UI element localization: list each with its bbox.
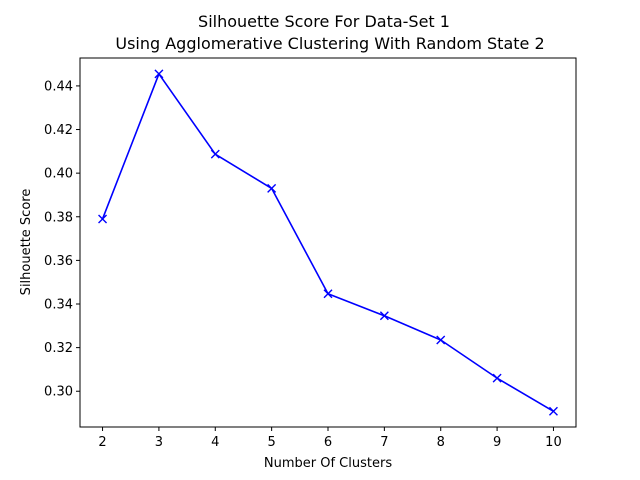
series-line	[101, 73, 554, 412]
x-axis-label: Number Of Clusters	[264, 456, 392, 471]
x-tick-label: 7	[380, 435, 388, 450]
data-point	[379, 311, 389, 321]
x-tick-label: 10	[545, 435, 562, 450]
x-tick-label: 8	[437, 435, 445, 450]
y-tick-label: 0.38	[44, 210, 73, 225]
data-point	[492, 373, 502, 383]
y-axis-label: Silhouette Score	[19, 189, 34, 296]
plot-frame	[79, 57, 577, 428]
y-tick-label: 0.34	[44, 298, 73, 313]
x-tick-label: 5	[267, 435, 275, 450]
data-point	[154, 69, 164, 79]
data-point	[210, 149, 220, 159]
data-point	[436, 335, 446, 345]
data-point	[267, 183, 277, 193]
x-tick-label: 2	[98, 435, 106, 450]
data-point	[323, 289, 333, 299]
x-tick-label: 3	[155, 435, 163, 450]
y-tick-label: 0.36	[44, 254, 73, 269]
x-tick-label: 6	[324, 435, 332, 450]
chart-title-line2: Using Agglomerative Clustering With Rand…	[115, 34, 544, 53]
y-tick-label: 0.32	[44, 341, 73, 356]
y-tick-label: 0.30	[44, 385, 73, 400]
plot-area	[98, 69, 558, 416]
y-tick-label: 0.40	[44, 167, 73, 182]
data-point	[548, 406, 558, 416]
data-point	[98, 214, 108, 224]
y-tick-label: 0.44	[44, 79, 73, 94]
y-tick-label: 0.42	[44, 123, 73, 138]
x-tick-label: 9	[493, 435, 501, 450]
chart-title-line1: Silhouette Score For Data-Set 1	[198, 12, 450, 31]
x-tick-label: 4	[211, 435, 219, 450]
